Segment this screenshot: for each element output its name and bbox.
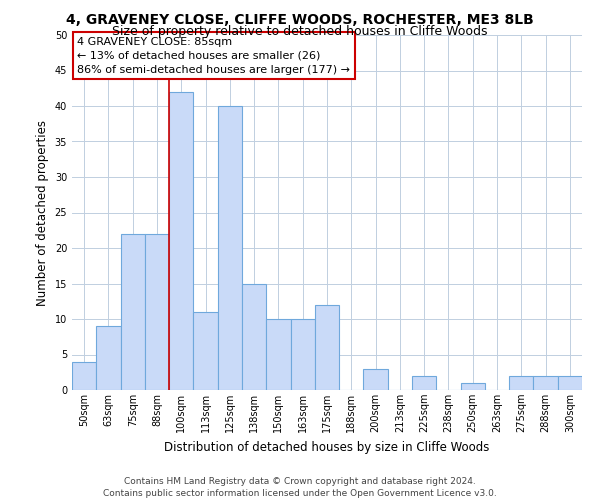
Text: 4 GRAVENEY CLOSE: 85sqm
← 13% of detached houses are smaller (26)
86% of semi-de: 4 GRAVENEY CLOSE: 85sqm ← 13% of detache… [77,37,350,75]
Bar [558,376,582,390]
X-axis label: Distribution of detached houses by size in Cliffe Woods: Distribution of detached houses by size … [164,440,490,454]
Bar [218,106,242,390]
Bar [145,234,169,390]
Bar [193,312,218,390]
Bar [96,326,121,390]
Text: Contains HM Land Registry data © Crown copyright and database right 2024.
Contai: Contains HM Land Registry data © Crown c… [103,476,497,498]
Text: 4, GRAVENEY CLOSE, CLIFFE WOODS, ROCHESTER, ME3 8LB: 4, GRAVENEY CLOSE, CLIFFE WOODS, ROCHEST… [66,12,534,26]
Bar [72,362,96,390]
Bar [242,284,266,390]
Bar [364,368,388,390]
Bar [533,376,558,390]
Bar [461,383,485,390]
Bar [169,92,193,390]
Bar [315,305,339,390]
Bar [266,319,290,390]
Text: Size of property relative to detached houses in Cliffe Woods: Size of property relative to detached ho… [112,25,488,38]
Bar [121,234,145,390]
Bar [290,319,315,390]
Bar [412,376,436,390]
Bar [509,376,533,390]
Y-axis label: Number of detached properties: Number of detached properties [36,120,49,306]
